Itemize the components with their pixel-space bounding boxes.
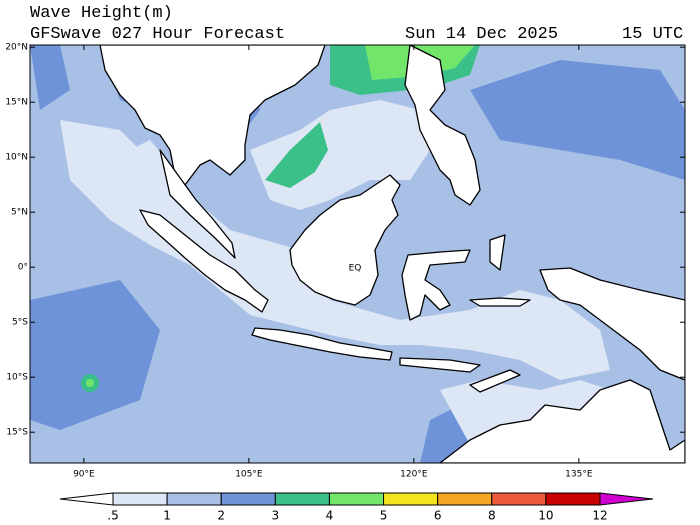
- colorbar-segment: [491, 492, 547, 506]
- equator-label: EQ: [349, 264, 362, 274]
- colorbar-label: 1: [163, 509, 171, 523]
- lat-label: 0°: [18, 263, 28, 273]
- borneo: [289, 174, 401, 306]
- time: 15 UTC: [622, 25, 683, 44]
- lat-label: 20°N: [5, 43, 28, 53]
- colorbar-segment: [383, 492, 439, 506]
- lon-label: 90°E: [73, 470, 95, 480]
- lat-label: 15°N: [5, 98, 28, 108]
- colorbar-label: 5: [380, 509, 388, 523]
- colorbar-extend-high: [599, 492, 654, 506]
- sumatra: [139, 209, 269, 313]
- philippines: [404, 45, 481, 206]
- malay-peninsula: [159, 149, 236, 259]
- colorbar-label: .5: [107, 509, 118, 523]
- date: Sun 14 Dec 2025: [405, 25, 558, 44]
- colorbar-label: 4: [326, 509, 334, 523]
- islands: [399, 234, 531, 393]
- sea-2-3: [30, 45, 685, 463]
- lon-label: 135°E: [565, 470, 593, 480]
- colorbar-segment: [166, 492, 222, 506]
- australia: [439, 379, 685, 463]
- lon-label: 105°E: [235, 470, 263, 480]
- colorbar-label: 3: [272, 509, 280, 523]
- lat-label: 15°S: [6, 428, 28, 438]
- lon-label: 120°E: [400, 470, 428, 480]
- java: [251, 327, 393, 361]
- lat-label: 5°N: [11, 208, 28, 218]
- colorbar-segment: [545, 492, 601, 506]
- sulawesi: [401, 249, 471, 321]
- lat-label: 10°S: [6, 373, 28, 383]
- colorbar-segment: [220, 492, 276, 506]
- colorbar-label: 8: [488, 509, 496, 523]
- colorbar-segment: [437, 492, 493, 506]
- colorbar-label: 2: [217, 509, 225, 523]
- colorbar-label: 10: [538, 509, 553, 523]
- subtitle: GFSwave 027 Hour Forecast: [30, 25, 285, 44]
- colorbar-label: 6: [434, 509, 442, 523]
- colorbar-segment: [328, 492, 385, 506]
- colorbar-segment: [274, 492, 330, 506]
- mainland: [99, 45, 326, 186]
- new-guinea: [539, 267, 685, 381]
- map: [30, 45, 685, 463]
- colorbar-segment: [112, 492, 168, 506]
- lat-label: 5°S: [12, 318, 28, 328]
- colorbar-extend-low: [59, 492, 114, 506]
- lat-label: 10°N: [5, 153, 28, 163]
- map-frame: [29, 44, 686, 464]
- colorbar-label: 12: [592, 509, 607, 523]
- title: Wave Height(m): [30, 4, 173, 23]
- sea-4-5: [86, 379, 94, 387]
